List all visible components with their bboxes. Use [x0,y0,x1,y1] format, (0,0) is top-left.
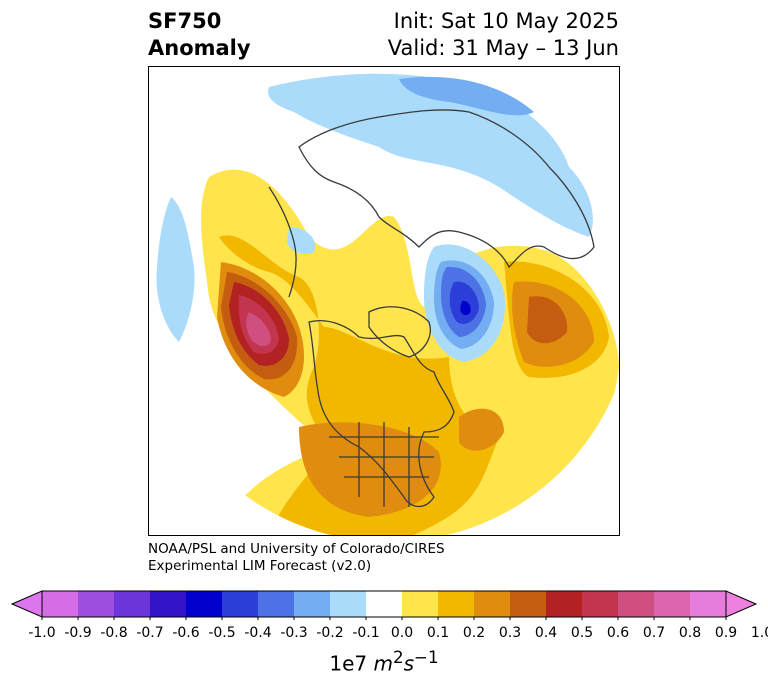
colorbar-bin [474,591,511,617]
colorbar-units-label: 1e7 m2s−1 [0,648,768,676]
anomaly-region-negative-europe-060 [460,300,471,316]
map-title-right: Init: Sat 10 May 2025 Valid: 31 May – 13… [388,8,619,62]
anomaly-region-negative-arctic-pacific [287,227,316,254]
colorbar-bin [150,591,187,617]
colorbar-tick-label: -0.7 [136,625,164,641]
colorbar-bin [186,591,223,617]
colorbar-bin [582,591,619,617]
colorbar-tick-label: -0.6 [172,625,200,641]
colorbar-over-extension [725,590,758,618]
units-prefix: 1e7 [329,651,374,676]
anomaly-region-negative-pacific [156,197,195,342]
colorbar-tick-label: -0.9 [64,625,92,641]
colorbar-tick-label: -0.4 [244,625,272,641]
colorbar-tick-label: -0.8 [100,625,128,641]
anomaly-map [148,66,620,536]
colorbar-tick-label: -0.3 [280,625,308,641]
colorbar-bin [78,591,115,617]
data-credit: NOAA/PSL and University of Colorado/CIRE… [148,541,445,575]
colorbar-bin [258,591,295,617]
quantity-label: Anomaly [148,36,251,60]
coastline-greenland [368,306,431,358]
colorbar-tick-label: 0.9 [714,625,738,641]
colorbar-bin [438,591,475,617]
colorbar-tick-label: 0.0 [390,625,414,641]
colorbar-bin [618,591,655,617]
variable-label: SF750 [148,9,222,33]
colorbar-tick-label: 0.8 [678,625,702,641]
colorbar-bin [654,591,691,617]
units-s: s [403,651,415,676]
colorbar-bin [402,591,439,617]
colorbar-tick-label: -1.0 [28,625,56,641]
colorbar-tick-label: -0.1 [352,625,380,641]
colorbar-bin [114,591,151,617]
init-date-label: Init: Sat 10 May 2025 [393,9,619,33]
colorbar-tick-label: 0.5 [570,625,594,641]
colorbar-bin [294,591,331,617]
credit-line-1: NOAA/PSL and University of Colorado/CIRE… [148,541,445,557]
anomaly-region-positive-040-atlantic [459,408,504,451]
credit-line-2: Experimental LIM Forecast (v2.0) [148,558,372,574]
anomaly-region-positive-040-us [299,422,441,517]
colorbar-bin [42,591,79,617]
map-title-left: SF750 Anomaly [148,8,251,62]
colorbar-frame [41,590,727,618]
colorbar-tick-label: -0.2 [316,625,344,641]
anomaly-region-positive-050-east [527,296,568,344]
anomaly-region-negative-north-core [399,76,534,116]
coastline-north-america [308,320,455,508]
map-canvas [149,67,619,535]
coastline-us-grid [329,422,439,507]
coastline-eurasia [298,109,595,269]
colorbar-tick-labels: -1.0 -0.9 -0.8 -0.7 -0.6 -0.5 -0.4 -0.3 -0.2 -0.1… [0,625,768,645]
colorbar-tick-label: 0.4 [534,625,558,641]
colorbar [10,590,758,620]
colorbar-bin [330,591,367,617]
colorbar-tick-label: -0.5 [208,625,236,641]
colorbar-bin [546,591,583,617]
valid-period-label: Valid: 31 May – 13 Jun [387,36,619,60]
colorbar-bin [690,591,727,617]
units-m: m [373,651,393,676]
units-m-exponent: 2 [393,648,404,667]
anomaly-region-positive-080 [246,312,271,347]
colorbar-bin [366,591,403,617]
colorbar-under-extension [10,590,43,618]
coastline-alaska [268,186,297,298]
coastline-outlines [268,109,595,508]
colorbar-tick-label: 1.0 [750,625,768,641]
colorbar-tick-label: 0.7 [642,625,666,641]
colorbar-bin [510,591,547,617]
colorbar-tick-label: 0.3 [498,625,522,641]
colorbar-bin [222,591,259,617]
colorbar-tick-label: 0.6 [606,625,630,641]
units-s-exponent: −1 [414,648,439,667]
colorbar-tick-label: 0.1 [426,625,450,641]
colorbar-tick-label: 0.2 [462,625,486,641]
